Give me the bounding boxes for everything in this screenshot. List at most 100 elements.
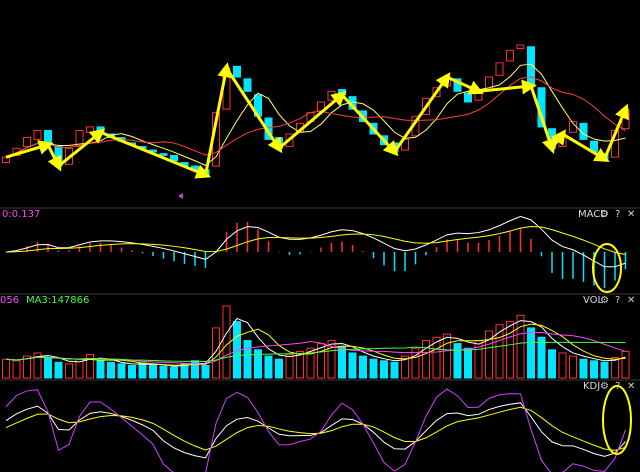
volume-bar	[180, 363, 189, 379]
close-button[interactable]: ✕	[627, 381, 635, 392]
candle	[579, 122, 588, 140]
kdj-label: KDJ	[583, 381, 600, 392]
candle	[464, 92, 472, 103]
volume-bar	[359, 355, 367, 379]
volume-bar	[243, 339, 252, 379]
volume-bar	[264, 355, 273, 379]
candle	[159, 153, 168, 156]
settings-button[interactable]: ⚙	[600, 295, 609, 306]
volume-bar	[170, 366, 178, 379]
volume-bar	[338, 346, 346, 379]
volume-bar	[390, 361, 399, 379]
volume-bar	[506, 321, 514, 379]
candle	[495, 62, 504, 76]
volume-bar	[149, 364, 157, 379]
kdj-lines	[5, 388, 626, 472]
ma10-line	[5, 76, 626, 158]
volume-bar	[201, 364, 210, 379]
volume-bar	[2, 358, 10, 379]
trend-arrow	[478, 79, 537, 95]
vol-ma3-readout: MA3:147866	[26, 295, 89, 306]
volume-bar	[128, 364, 136, 379]
volume-bar	[212, 327, 220, 379]
volume-bar	[33, 352, 42, 379]
volume-bar	[611, 357, 619, 379]
volume-bar	[369, 358, 378, 379]
volume-bar	[12, 360, 21, 379]
trend-arrow	[99, 130, 212, 179]
highlight-circle	[592, 243, 622, 293]
candle	[233, 65, 241, 78]
volume-bar	[348, 352, 357, 379]
volume-bar	[453, 343, 462, 379]
candle	[338, 89, 346, 96]
settings-button[interactable]: ⚙	[600, 381, 609, 392]
volume-bar	[23, 355, 31, 379]
vol-label: VOL	[583, 295, 604, 306]
candle	[243, 78, 252, 92]
trend-arrow	[46, 144, 62, 172]
volume-bar	[285, 354, 294, 379]
volume-bar	[296, 350, 304, 379]
marker	[178, 193, 183, 199]
volume-bar	[275, 358, 283, 379]
trend-arrow	[5, 140, 54, 159]
volume-bar	[464, 347, 472, 379]
volume-bar	[254, 349, 262, 379]
dif-line	[5, 215, 626, 268]
highlight-circle	[602, 385, 632, 455]
volume-bar	[537, 336, 546, 379]
vol-readout: 056	[0, 295, 19, 306]
volume-bar	[411, 347, 420, 379]
help-button[interactable]: ?	[615, 295, 620, 306]
candle	[44, 129, 52, 146]
candle	[327, 90, 336, 101]
candle	[474, 90, 483, 101]
volume-bar	[485, 330, 493, 379]
volume-bar	[159, 365, 168, 379]
volume-bar	[621, 350, 630, 379]
volume-bar	[432, 336, 441, 379]
volume-bar	[65, 363, 73, 379]
volume-bar	[380, 360, 388, 379]
volume-bar	[527, 327, 535, 379]
help-button[interactable]: ?	[615, 209, 620, 220]
volume-bar	[306, 347, 315, 379]
volume-bar	[600, 361, 609, 379]
volume-bar	[579, 358, 588, 379]
panel-separators	[0, 207, 640, 381]
close-button[interactable]: ✕	[627, 295, 635, 306]
volume-bar	[516, 314, 525, 379]
volume-bar	[117, 363, 126, 379]
candle	[453, 78, 462, 92]
settings-button[interactable]: ⚙	[600, 209, 609, 220]
trend-arrow	[393, 72, 451, 153]
trend-arrow	[603, 103, 629, 160]
trend-arrow	[204, 62, 233, 176]
macd-label: MACD	[578, 209, 608, 220]
volume-bar	[548, 349, 556, 379]
j-line	[5, 388, 626, 472]
volume-bar	[138, 362, 147, 379]
candle	[96, 126, 105, 133]
trend-arrow	[340, 93, 399, 157]
macd-readout: 0:0.137	[2, 209, 40, 220]
candle	[75, 129, 84, 148]
k-line	[5, 402, 626, 459]
candle	[516, 44, 525, 50]
trend-arrow	[529, 85, 557, 154]
trend-arrow	[550, 129, 567, 150]
trend-arrow	[278, 90, 347, 150]
trend-arrow	[561, 132, 610, 163]
candle	[33, 129, 42, 140]
volume-bar	[569, 355, 577, 379]
d-line	[5, 406, 626, 451]
volume-bar	[401, 355, 409, 379]
volume-bar	[44, 357, 52, 379]
volume-bar	[422, 339, 430, 379]
volume-bar	[222, 305, 231, 379]
trend-arrow	[57, 128, 106, 168]
volume-bar	[96, 360, 105, 379]
close-button[interactable]: ✕	[627, 209, 635, 220]
